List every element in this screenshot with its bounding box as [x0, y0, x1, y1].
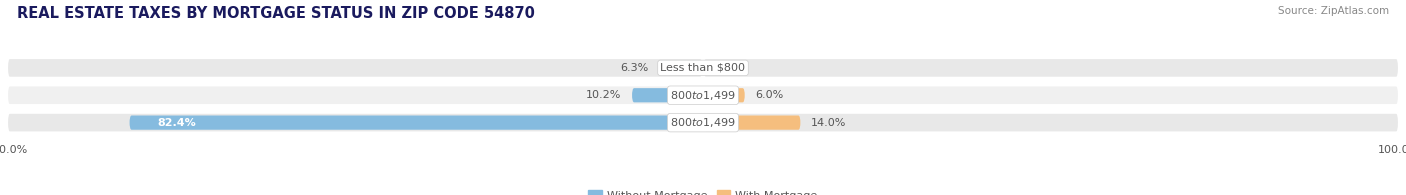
FancyBboxPatch shape — [7, 85, 703, 105]
FancyBboxPatch shape — [7, 113, 703, 132]
Text: 0.0%: 0.0% — [713, 63, 742, 73]
FancyBboxPatch shape — [703, 58, 1399, 78]
Text: 14.0%: 14.0% — [811, 118, 846, 128]
Text: REAL ESTATE TAXES BY MORTGAGE STATUS IN ZIP CODE 54870: REAL ESTATE TAXES BY MORTGAGE STATUS IN … — [17, 6, 534, 21]
Text: 6.0%: 6.0% — [755, 90, 783, 100]
Text: Source: ZipAtlas.com: Source: ZipAtlas.com — [1278, 6, 1389, 16]
Text: 10.2%: 10.2% — [586, 90, 621, 100]
FancyBboxPatch shape — [129, 115, 703, 130]
Text: 6.3%: 6.3% — [620, 63, 648, 73]
FancyBboxPatch shape — [7, 58, 703, 78]
FancyBboxPatch shape — [703, 115, 800, 130]
Text: $800 to $1,499: $800 to $1,499 — [671, 89, 735, 102]
Text: 82.4%: 82.4% — [157, 118, 195, 128]
FancyBboxPatch shape — [703, 85, 1399, 105]
Text: Less than $800: Less than $800 — [661, 63, 745, 73]
FancyBboxPatch shape — [659, 61, 703, 75]
FancyBboxPatch shape — [633, 88, 703, 102]
FancyBboxPatch shape — [703, 113, 1399, 132]
Text: $800 to $1,499: $800 to $1,499 — [671, 116, 735, 129]
FancyBboxPatch shape — [703, 88, 745, 102]
Legend: Without Mortgage, With Mortgage: Without Mortgage, With Mortgage — [588, 190, 818, 195]
